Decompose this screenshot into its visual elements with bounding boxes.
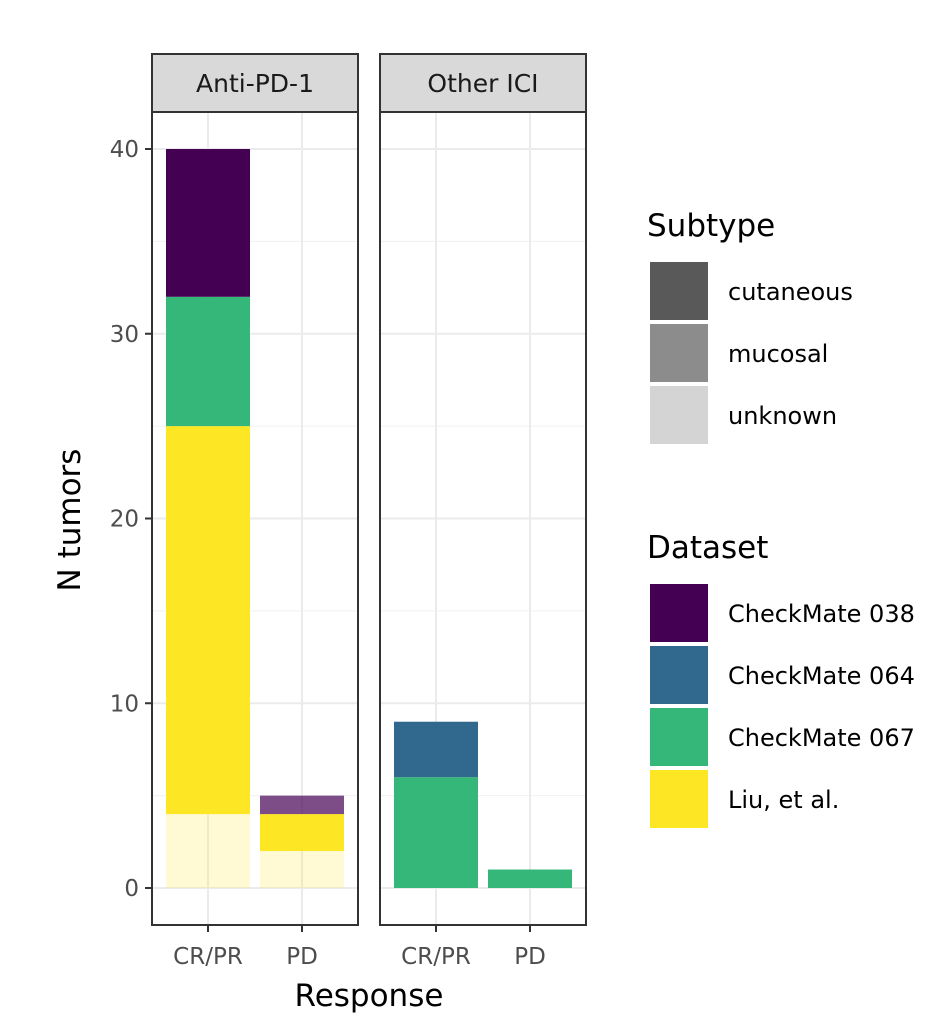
facet-strip-label: Anti-PD-1 [196, 69, 314, 98]
legend-label-cutaneous: cutaneous [728, 278, 853, 306]
legend-key-checkmate-064 [650, 646, 708, 704]
legend-label-unknown: unknown [728, 402, 837, 430]
y-tick-label: 20 [110, 507, 139, 533]
y-axis-title: N tumors [52, 449, 88, 592]
panel-anti-pd-1: Anti-PD-1 CR/PR PD [151, 53, 359, 970]
panels: Anti-PD-1 CR/PR PD Other ICI CR/PR PD [151, 53, 587, 970]
legend-key-liu-et-al [650, 770, 708, 828]
x-axis-title: Response [295, 978, 444, 1014]
legend-label-liu-et-al: Liu, et al. [728, 786, 839, 814]
x-tick-label: CR/PR [401, 944, 471, 970]
legend-label-mucosal: mucosal [728, 340, 828, 368]
y-tick-label: 40 [110, 137, 139, 163]
bar-segment-checkmate-064-cutaneous [394, 721, 478, 778]
y-tick-label: 10 [110, 691, 139, 717]
legend-key-checkmate-038 [650, 584, 708, 642]
x-tick-label: PD [514, 944, 546, 970]
bar-segment-checkmate-067-cutaneous [394, 777, 478, 888]
bar-segment-liu-et-al-unknown [166, 814, 250, 888]
legend-label-checkmate-038: CheckMate 038 [728, 600, 915, 628]
bar-segment-liu-et-al-cutaneous [166, 426, 250, 815]
bar-segment-checkmate-038-mucosal [260, 795, 344, 815]
bar-segment-liu-et-al-unknown [260, 851, 344, 888]
x-tick-label: CR/PR [173, 944, 243, 970]
bar-segment-checkmate-067-cutaneous [488, 869, 572, 888]
legend-key-unknown [650, 386, 708, 444]
legend-key-checkmate-067 [650, 708, 708, 766]
facet-strip-label: Other ICI [427, 69, 538, 98]
bar-anti-pd-1-pd [260, 795, 344, 888]
legend-dataset: Dataset CheckMate 038 CheckMate 064 CheckM… [647, 530, 915, 828]
bar-anti-pd-1-cr-pr [166, 149, 250, 888]
bar-other-ici-pd [488, 869, 572, 888]
facet-strip [151, 53, 359, 113]
x-tick-label: PD [286, 944, 318, 970]
legend-subtype-title: Subtype [647, 208, 775, 244]
y-axis: 0 10 20 30 40 [110, 137, 152, 902]
bar-segment-checkmate-038-cutaneous [166, 149, 250, 297]
legend-key-cutaneous [650, 262, 708, 320]
legend-subtype: Subtype cutaneous mucosal unknown [647, 208, 853, 444]
y-tick-label: 30 [110, 322, 139, 348]
facet-strip [379, 53, 587, 113]
legend-dataset-title: Dataset [647, 530, 768, 566]
legend-key-mucosal [650, 324, 708, 382]
legend-label-checkmate-067: CheckMate 067 [728, 724, 915, 752]
bar-segment-liu-et-al-cutaneous [260, 814, 344, 852]
panel-other-ici: Other ICI CR/PR PD [379, 53, 587, 970]
y-tick-label: 0 [124, 876, 139, 902]
bar-other-ici-cr-pr [394, 721, 478, 888]
bar-segment-checkmate-067-cutaneous [166, 296, 250, 427]
legend-label-checkmate-064: CheckMate 064 [728, 662, 915, 690]
